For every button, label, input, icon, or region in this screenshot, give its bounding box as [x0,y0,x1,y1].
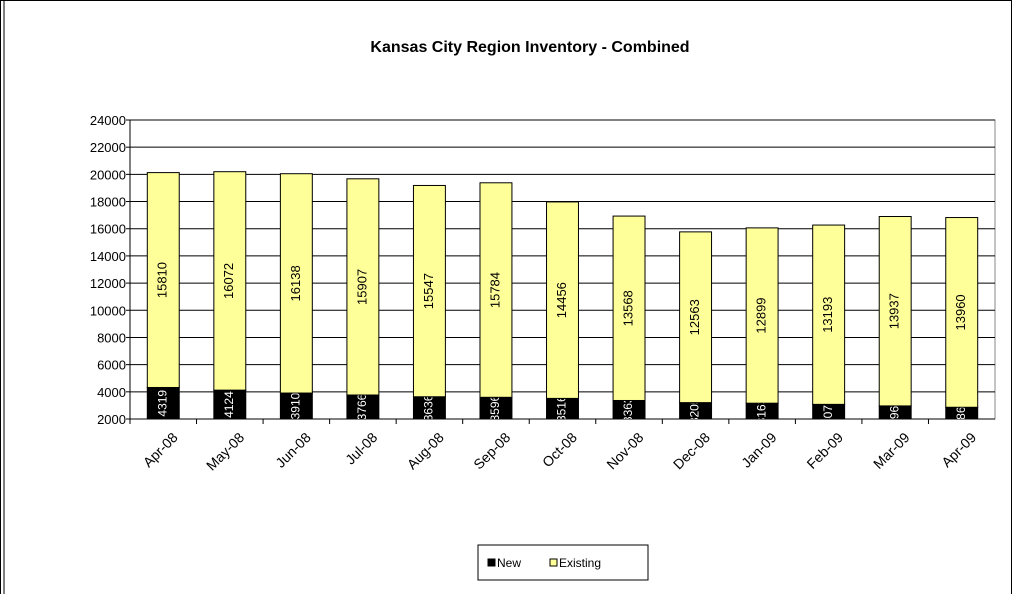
legend-swatch [549,558,558,567]
bar-segment [878,215,912,407]
value-label: 3910 [289,392,303,419]
legend-label: Existing [559,556,601,570]
y-tick-label: 14000 [90,249,126,264]
y-tick-label: 16000 [90,222,126,237]
value-label: 12563 [687,299,702,335]
value-label: 3516 [555,395,569,422]
chart-title: Kansas City Region Inventory - Combined [370,39,689,56]
bar-segment [812,224,846,405]
value-label: 3766 [355,393,369,420]
bar-segment [146,172,180,388]
bar-segment [945,217,979,408]
bar-segment [546,201,579,399]
value-label: 13193 [820,297,835,333]
bar-segment [612,215,646,401]
bar-segment [213,171,247,391]
bar-segment [279,173,313,394]
bar-segment [745,227,779,404]
value-label: 3363 [621,396,635,423]
bar-segment [479,182,513,398]
value-label: 16072 [221,263,236,299]
value-label: 13937 [887,293,902,329]
value-label: 3636 [422,394,436,421]
value-label: 13960 [953,294,968,330]
legend: New Existing [477,544,649,581]
y-tick-label: 4000 [97,385,126,400]
bar-segment [412,184,446,398]
legend-label: New [497,556,521,570]
y-tick-label: 22000 [90,140,126,155]
y-tick-label: 2000 [97,412,126,427]
bar-segment [146,386,180,419]
value-label: 13568 [620,290,635,326]
value-label: 4124 [222,391,236,418]
value-label: 15810 [155,262,170,298]
y-tick-label: 18000 [90,195,126,210]
y-tick-label: 10000 [90,303,126,318]
y-tick-label: 20000 [90,167,126,182]
y-tick-label: 24000 [90,113,126,128]
bar-segment [679,231,713,404]
y-tick-label: 12000 [90,276,126,291]
value-label: 16138 [288,265,303,301]
value-label: 14456 [554,282,569,318]
bar-segment [213,389,247,419]
bar-segment [346,178,380,396]
value-label: 15784 [487,272,502,308]
legend-box [477,544,649,581]
y-tick-label: 6000 [97,358,126,373]
legend-swatch [487,558,496,567]
y-tick-label: 8000 [97,330,126,345]
value-label: 12899 [754,297,769,333]
value-label: 15907 [354,269,369,305]
value-label: 4319 [155,390,169,417]
value-label: 15547 [421,273,436,309]
value-label: 3596 [488,394,502,421]
bars: 4319 15810 4124 16072 3910 16138 3766 15907 3636… [146,171,979,423]
